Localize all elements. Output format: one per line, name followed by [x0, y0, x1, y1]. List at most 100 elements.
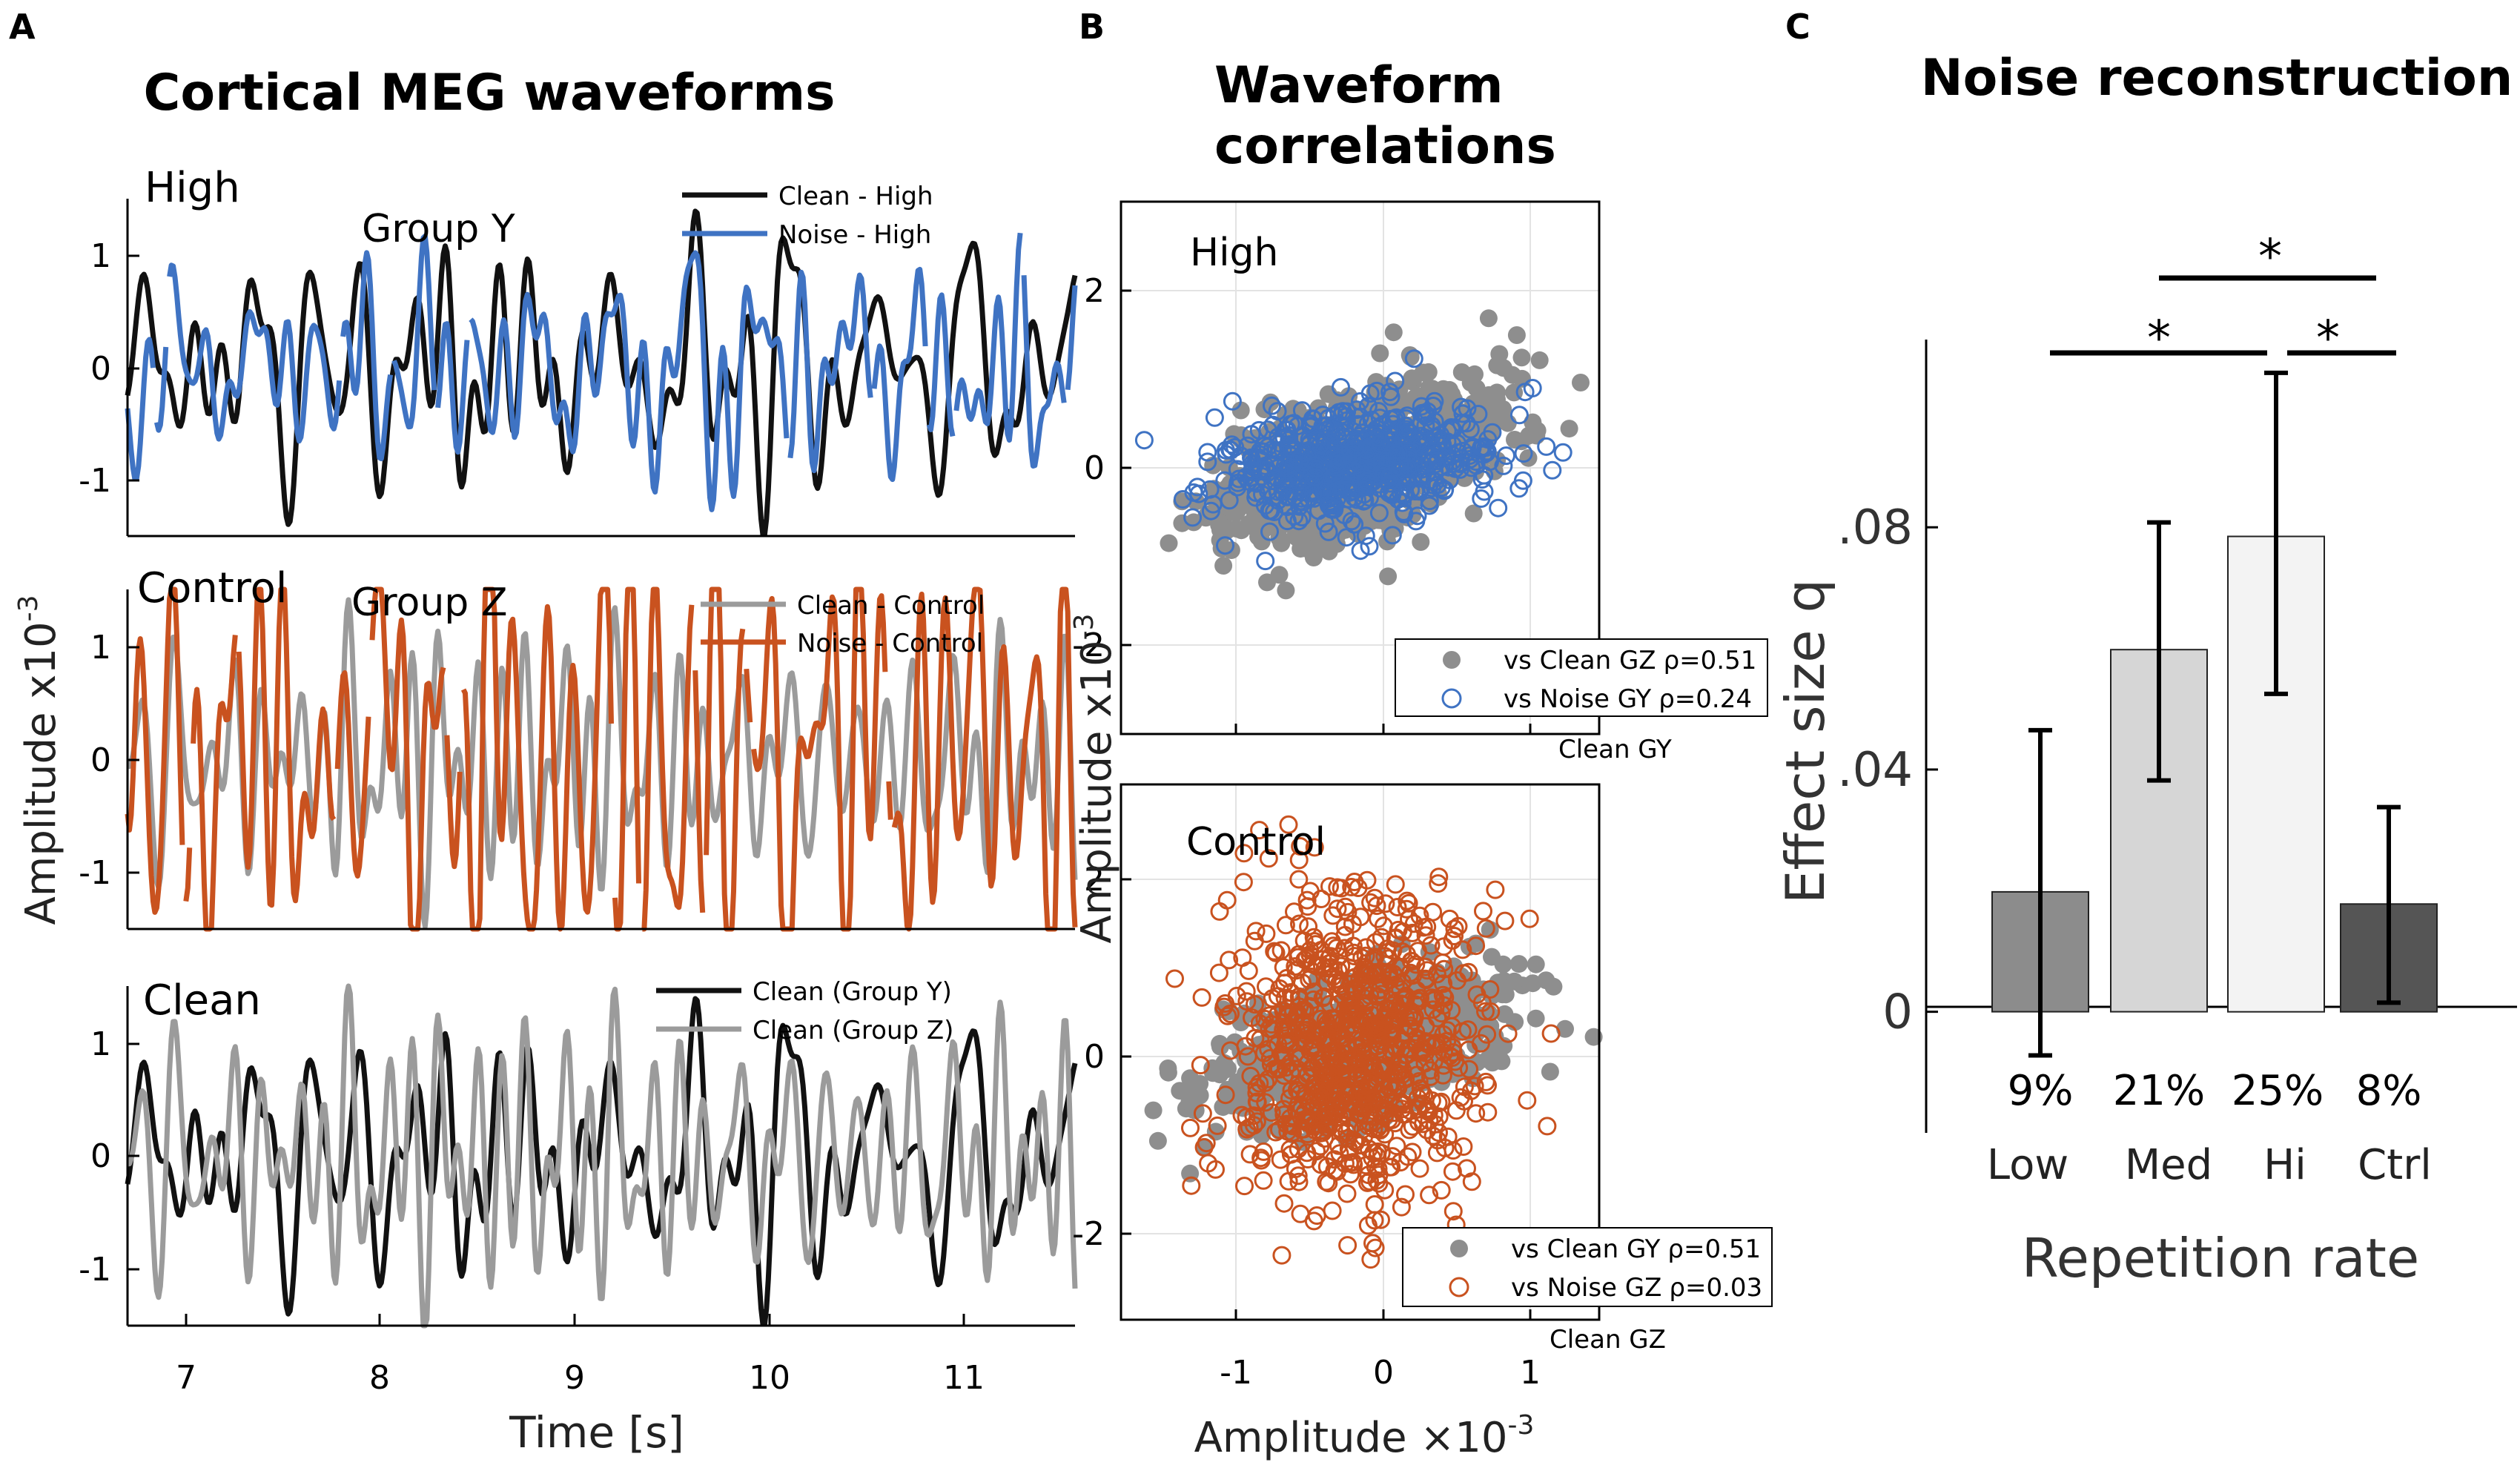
legend-entry-name: vs Noise GZ	[1511, 1273, 1661, 1303]
scatter-point	[1365, 888, 1384, 907]
scatter-point	[1208, 1116, 1227, 1135]
scatter-point	[1492, 978, 1511, 996]
scatter-point	[1284, 454, 1303, 473]
legend-entry-rho: ρ=0.03	[1669, 1273, 1762, 1303]
scatter-point	[1403, 1117, 1422, 1136]
scatter-point	[1272, 1246, 1292, 1265]
scatter-point	[1198, 452, 1217, 472]
scatter-point	[1483, 423, 1502, 442]
legend: Clean (Group Y) Clean (Group Z)	[656, 977, 953, 1045]
scatter-point	[1395, 1023, 1415, 1042]
scatter-point	[1433, 435, 1452, 454]
scatter-point	[1379, 567, 1398, 586]
legend-marker-open	[1441, 688, 1462, 709]
legend-entry-rho: ρ=0.24	[1658, 684, 1752, 714]
scatter-point	[1443, 1202, 1463, 1221]
scatter-point	[1180, 1093, 1199, 1111]
percent-label: 9%	[2008, 1067, 2074, 1115]
significance-star: *	[2258, 230, 2282, 285]
scatter-point	[1237, 1065, 1254, 1083]
scatter-point	[1304, 409, 1323, 429]
scatter-point	[1313, 1062, 1332, 1082]
x-tick-label: 7	[176, 1359, 196, 1397]
scatter-high: 2 0 -2 High vs Clean GZ ρ=0.51 vs Noise G…	[1072, 200, 1768, 764]
scatter-point	[1419, 1102, 1438, 1122]
scatter-point	[1438, 1021, 1457, 1040]
y-tick-label: 0	[1882, 985, 1913, 1040]
scatter-point	[1181, 1118, 1200, 1137]
scatter-point	[1553, 443, 1572, 462]
scatter-point	[1443, 1162, 1462, 1181]
scatter-point	[1289, 1074, 1308, 1094]
scatter-point	[1217, 890, 1237, 910]
y-tick-label: 1	[90, 629, 111, 667]
scatter-point	[1426, 989, 1445, 1008]
scatter-point	[1474, 437, 1493, 456]
y-tick-label: .08	[1837, 500, 1913, 555]
scatter-point	[1366, 933, 1385, 952]
scatter-point	[1415, 1054, 1435, 1073]
scatter-point	[1268, 469, 1287, 488]
panel-a-ylabel-exp: -3	[13, 595, 44, 621]
scatter-point	[1420, 492, 1439, 511]
scatter-point	[1389, 443, 1408, 462]
scatter-point	[1429, 867, 1449, 887]
scatter-point	[1396, 1185, 1415, 1204]
scatter-point	[1483, 1054, 1501, 1072]
scatter-point	[1375, 1100, 1395, 1120]
scatter-point	[1258, 573, 1276, 592]
corner-label: Clean GZ	[1550, 1325, 1666, 1355]
scatter-point	[1428, 475, 1447, 495]
scatter-point	[1369, 503, 1389, 523]
scatter-point	[1278, 1122, 1297, 1141]
scatter-point	[1310, 435, 1329, 454]
scatter-point	[1265, 942, 1284, 961]
scatter-point	[1416, 971, 1435, 990]
scatter-point	[1369, 429, 1388, 447]
scatter-point	[1378, 1057, 1398, 1077]
scatter-point	[1312, 890, 1331, 908]
scatter-point	[1455, 1091, 1473, 1111]
scatter-point	[1351, 541, 1370, 561]
scatter-point	[1203, 1059, 1222, 1077]
scatter-points-high	[1134, 309, 1590, 600]
scatter-point	[1231, 446, 1251, 466]
scatter-point	[1409, 1097, 1428, 1116]
x-tick-label: -1	[1220, 1354, 1252, 1392]
scatter-point	[1398, 423, 1418, 441]
scatter-point	[1363, 1234, 1382, 1253]
scatter-point	[1383, 526, 1402, 545]
scatter-point	[1246, 995, 1264, 1014]
scatter-point	[1259, 849, 1278, 868]
scatter-point	[1221, 1004, 1240, 1023]
panel-b-ylabel-group: Amplitude x10-3	[1069, 613, 1121, 943]
scatter-point	[1418, 1034, 1437, 1054]
legend-entry: Noise - High	[778, 220, 931, 250]
scatter-point	[1434, 1056, 1453, 1075]
y-tick-label: .04	[1837, 743, 1913, 798]
panel-c-title: Noise reconstruction	[1921, 49, 2513, 108]
scatter-point	[1268, 402, 1287, 421]
scatter-point	[1357, 960, 1376, 979]
scatter-point	[1426, 454, 1445, 474]
scatter-point	[1329, 947, 1349, 966]
scatter-point	[1234, 873, 1253, 892]
scatter-point	[1251, 1148, 1271, 1168]
scatter-point	[1398, 444, 1418, 463]
scatter-point	[1355, 491, 1375, 510]
scatter-point	[1423, 902, 1443, 922]
scatter-point	[1277, 581, 1295, 600]
scatter-point	[1410, 1159, 1429, 1178]
scatter-point	[1423, 1000, 1443, 1019]
scatter-point	[1237, 982, 1256, 1001]
panel-c-xlabel: Repetition rate	[2022, 1227, 2419, 1289]
scatter-point	[1276, 916, 1295, 935]
scatter-point	[1248, 1093, 1267, 1112]
scatter-point	[1486, 880, 1505, 899]
scatter-point	[1301, 433, 1320, 452]
legend-entry-name: vs Noise GY	[1504, 684, 1651, 714]
scatter-point	[1326, 482, 1345, 501]
scatter-point	[1234, 844, 1254, 863]
panel-b-ylabel: Amplitude x10-3	[1069, 613, 1121, 943]
scatter-point	[1404, 1011, 1423, 1031]
